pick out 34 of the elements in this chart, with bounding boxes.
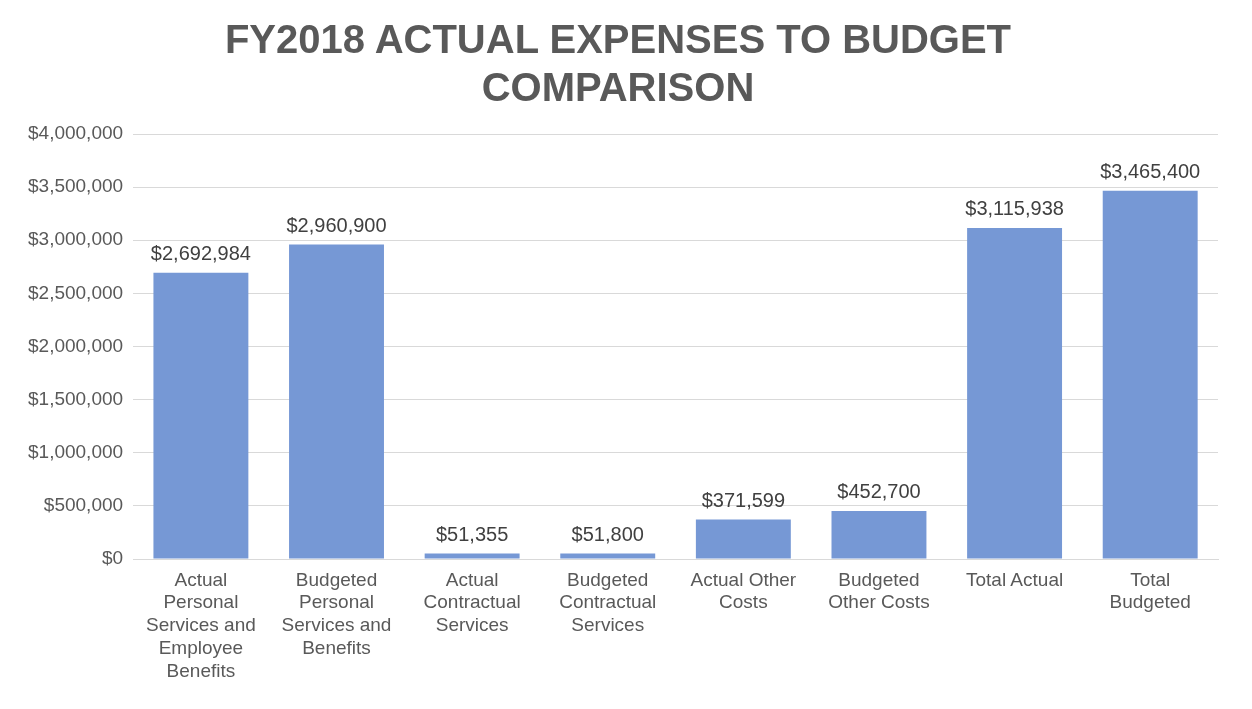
x-tick-label: Total Actual [965,568,1064,590]
y-tick-label: $3,500,000 [28,175,124,197]
data-label: $51,355 [435,523,509,546]
x-tick-label: Actual Personal Services and Employee Benefits [145,568,256,681]
x-tick-label: Actual Other Costs [690,568,797,613]
y-tick-label: $3,000,000 [28,228,124,250]
data-label: $2,960,900 [286,213,387,236]
data-label: $3,465,400 [1100,160,1201,183]
y-tick-label: $1,000,000 [28,440,124,462]
data-label: $2,692,984 [150,242,251,265]
data-label: $3,115,938 [965,197,1064,220]
bar [1102,190,1198,559]
x-tick-label: Actual Contractual Services [423,568,521,636]
data-label: $51,800 [571,523,644,546]
y-tick-label: $1,500,000 [28,387,124,409]
data-label: $371,599 [701,489,786,512]
bar [560,553,656,559]
x-tick-label: Budgeted Contractual Services [559,568,657,636]
y-tick-label: $4,000,000 [28,122,124,144]
bar [695,519,791,559]
bar [831,510,927,559]
y-tick-label: $500,000 [43,494,124,516]
y-tick-label: $2,000,000 [28,334,124,356]
y-tick-label: $0 [101,547,124,569]
chart-title: FY2018 ACTUAL EXPENSES TO BUDGET COMPARISON [224,17,1012,110]
x-tick-label: Budgeted Other Costs [828,568,930,613]
x-tick-label: Total Budgeted [1109,568,1191,613]
data-label: $452,700 [837,480,921,503]
bar [424,553,520,559]
bar [153,272,249,559]
x-tick-label: Budgeted Personal Services and Benefits [281,568,392,659]
y-tick-label: $2,500,000 [28,281,124,303]
bar [967,227,1063,559]
bar [289,244,384,559]
